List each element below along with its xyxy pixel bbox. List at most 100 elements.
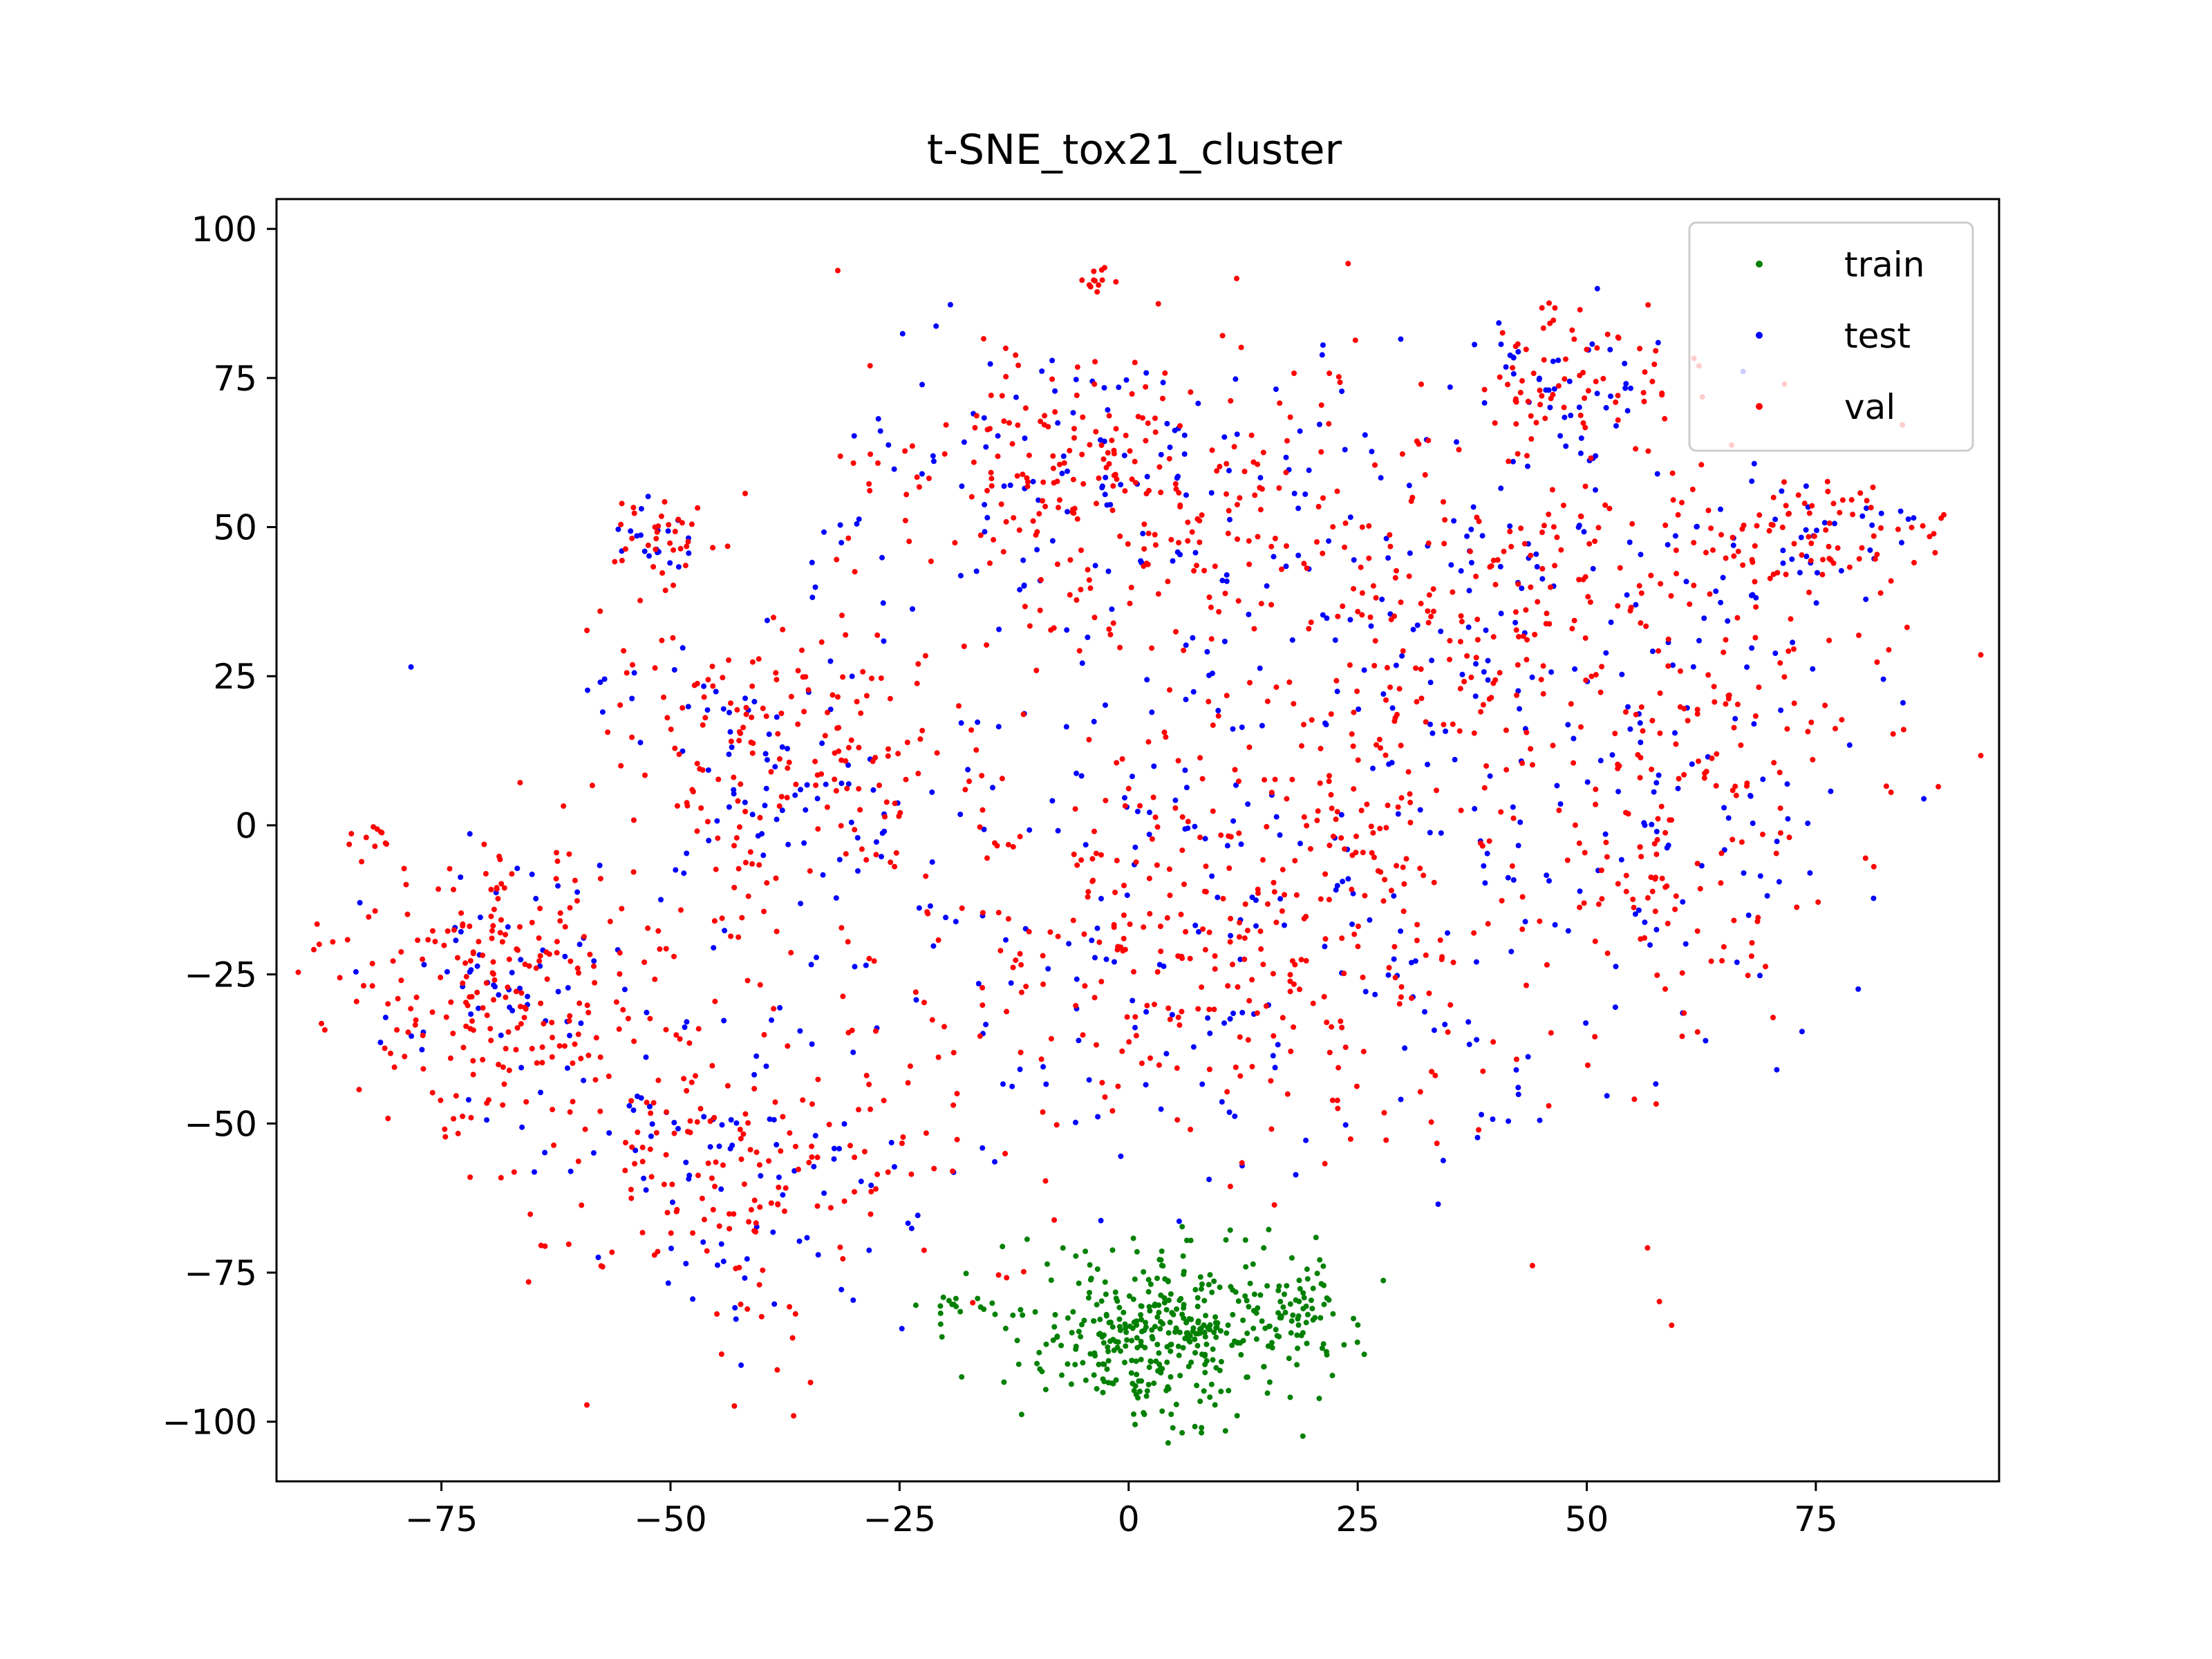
data-point-test xyxy=(1008,980,1014,986)
data-point-test xyxy=(1089,937,1095,944)
data-point-val xyxy=(1156,1062,1162,1068)
data-point-train xyxy=(1020,1312,1026,1318)
data-point-val xyxy=(659,570,666,576)
data-point-test xyxy=(1412,958,1418,964)
data-point-val xyxy=(694,828,700,834)
data-point-train xyxy=(1129,1338,1135,1344)
data-point-val xyxy=(1206,698,1212,704)
data-point-val xyxy=(845,939,851,945)
data-point-val xyxy=(460,1114,466,1119)
data-point-train xyxy=(1240,1338,1246,1344)
data-point-test xyxy=(943,915,949,921)
data-point-val xyxy=(748,739,754,745)
data-point-test xyxy=(930,458,937,465)
data-point-val xyxy=(1486,838,1492,844)
data-point-val xyxy=(1078,586,1084,592)
data-point-train xyxy=(1100,1340,1107,1346)
data-point-val xyxy=(671,953,677,959)
data-point-val xyxy=(980,984,986,991)
data-point-train xyxy=(1318,1315,1324,1321)
data-point-val xyxy=(1152,542,1159,548)
data-point-test xyxy=(836,856,843,863)
data-point-val xyxy=(1582,395,1588,401)
data-point-val xyxy=(348,831,355,837)
data-point-train xyxy=(1060,1245,1066,1251)
data-point-test xyxy=(1224,572,1230,578)
data-point-val xyxy=(688,521,695,527)
data-point-val xyxy=(1280,1015,1286,1021)
data-point-test xyxy=(1246,611,1252,617)
data-point-test xyxy=(774,1142,780,1147)
data-point-val xyxy=(575,1159,581,1164)
data-point-test xyxy=(996,626,1002,632)
data-point-val xyxy=(1018,989,1024,995)
data-point-test xyxy=(474,963,480,969)
data-point-val xyxy=(1291,1024,1297,1030)
data-point-val xyxy=(1405,769,1412,775)
data-point-train xyxy=(1100,1361,1106,1367)
data-point-train xyxy=(1167,1320,1173,1325)
data-point-test xyxy=(683,1261,689,1266)
data-point-val xyxy=(1268,543,1275,550)
data-point-train xyxy=(1183,1320,1190,1326)
data-point-test xyxy=(597,679,603,685)
data-point-train xyxy=(1324,1351,1330,1358)
data-point-val xyxy=(814,1154,821,1161)
data-point-val xyxy=(1355,608,1361,615)
data-point-val xyxy=(1679,970,1685,976)
data-point-val xyxy=(413,994,420,1000)
data-point-test xyxy=(1092,563,1098,569)
data-point-val xyxy=(561,803,567,809)
data-point-val xyxy=(1297,986,1302,993)
data-point-val xyxy=(833,788,839,794)
data-point-test xyxy=(529,871,535,877)
data-point-val xyxy=(1474,637,1481,643)
data-point-test xyxy=(1101,385,1107,391)
data-point-val xyxy=(1210,722,1216,729)
data-point-test xyxy=(798,901,804,907)
data-point-val xyxy=(1137,803,1143,809)
data-point-val xyxy=(1367,614,1374,620)
data-point-val xyxy=(1372,638,1378,644)
data-point-test xyxy=(1367,917,1373,923)
data-point-val xyxy=(1187,955,1193,962)
data-point-test xyxy=(1583,1020,1589,1026)
data-point-val xyxy=(1788,616,1794,622)
data-point-val xyxy=(1324,1020,1330,1025)
data-point-train xyxy=(1303,1303,1309,1309)
data-point-val xyxy=(572,1041,578,1047)
data-point-val xyxy=(1392,975,1398,981)
data-point-val xyxy=(1638,755,1644,760)
data-point-test xyxy=(606,1130,612,1136)
data-point-val xyxy=(1416,441,1422,447)
data-point-val xyxy=(1272,776,1278,782)
data-point-val xyxy=(768,1200,774,1206)
data-point-val xyxy=(1181,647,1187,653)
data-point-test xyxy=(1199,1081,1206,1087)
data-point-val xyxy=(1216,609,1222,615)
data-point-val xyxy=(617,702,624,708)
data-point-val xyxy=(1121,883,1127,888)
data-point-train xyxy=(1165,1277,1171,1284)
data-point-val xyxy=(1214,468,1220,474)
data-point-val xyxy=(619,500,625,507)
data-point-val xyxy=(1653,874,1659,881)
data-point-val xyxy=(1513,421,1519,427)
data-point-val xyxy=(914,474,920,480)
data-point-test xyxy=(809,594,816,601)
data-point-val xyxy=(858,710,864,716)
data-point-val xyxy=(900,1134,906,1140)
data-point-val xyxy=(882,814,888,820)
data-point-test xyxy=(505,924,511,930)
data-point-test xyxy=(643,1187,649,1193)
data-point-val xyxy=(1158,489,1164,496)
data-point-test xyxy=(1612,1004,1618,1011)
data-point-test xyxy=(377,1040,384,1045)
data-point-val xyxy=(1145,530,1152,536)
data-point-test xyxy=(1052,388,1058,394)
data-point-val xyxy=(1524,729,1530,735)
data-point-val xyxy=(1396,1001,1403,1007)
data-point-val xyxy=(838,757,845,763)
data-point-val xyxy=(631,1038,637,1044)
data-point-train xyxy=(1050,1337,1056,1343)
